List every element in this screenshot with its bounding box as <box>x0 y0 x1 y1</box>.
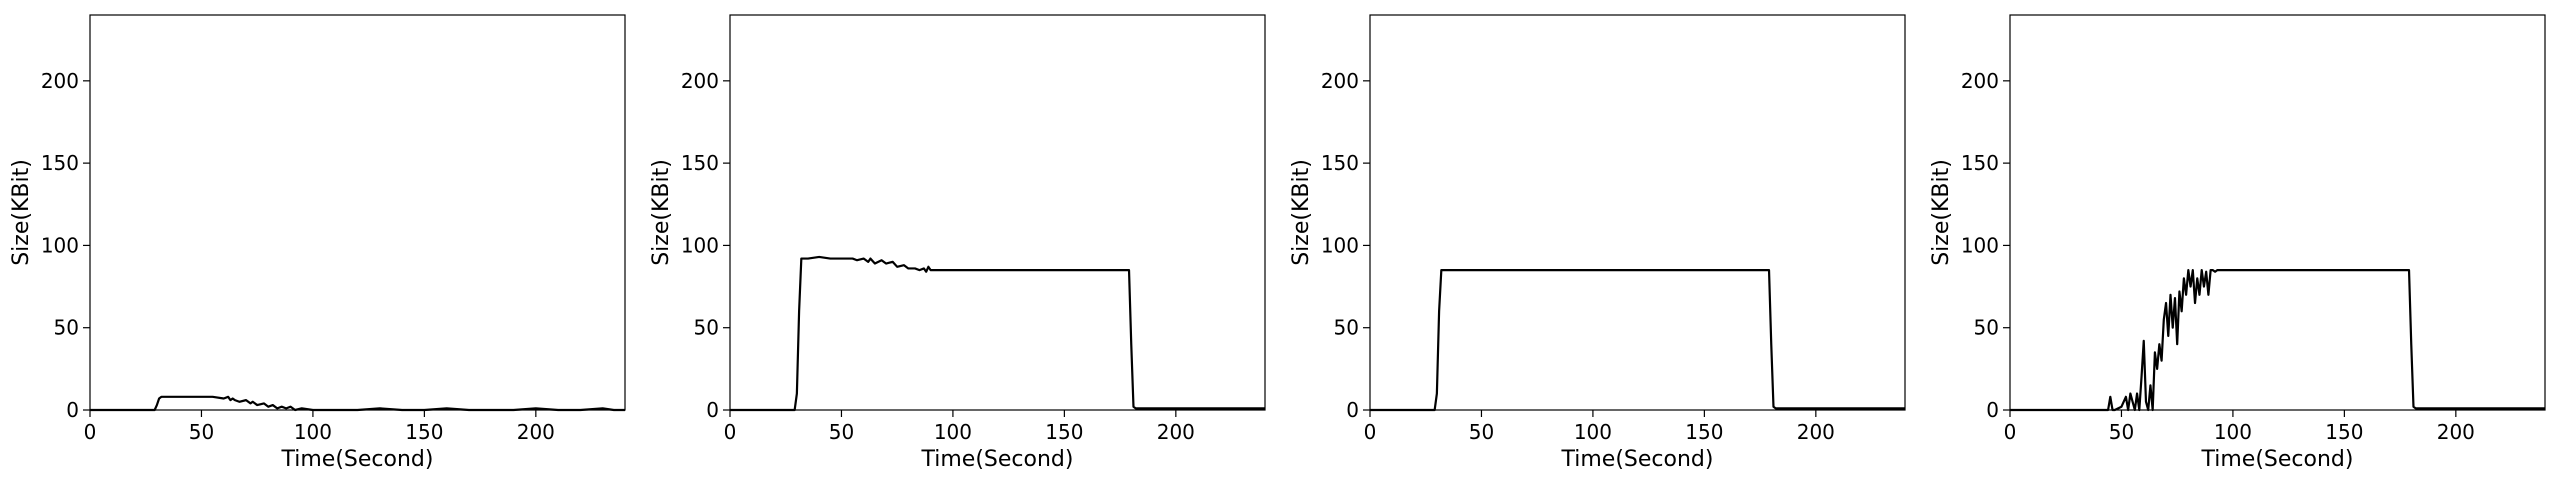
x-tick-label: 100 <box>934 420 972 444</box>
y-tick-label: 150 <box>1961 151 1999 175</box>
x-tick-label: 200 <box>2437 420 2475 444</box>
x-axis-label: Time(Second) <box>2201 447 2354 472</box>
chart-panel-1: 0 50 100 150 200 0 50 100 150 200 Time(Second) Size… <box>9 14 626 472</box>
chart-panel-4: 0 50 100 150 200 0 50 100 150 200 Time(Second) Size… <box>1929 14 2546 472</box>
x-tick-label: 200 <box>1797 420 1835 444</box>
x-tick-label: 0 <box>84 420 97 444</box>
x-tick-label: 0 <box>2004 420 2017 444</box>
y-tick-label: 100 <box>41 233 79 257</box>
y-tick-label: 200 <box>1321 69 1359 93</box>
y-tick-label: 150 <box>681 151 719 175</box>
chart-panel-2: 0 50 100 150 200 0 50 100 150 200 Time(Second) Size… <box>649 14 1266 472</box>
x-tick-label: 50 <box>829 420 854 444</box>
y-tick-label: 50 <box>1334 316 1359 340</box>
x-tick-label: 150 <box>405 420 443 444</box>
y-axis-label: Size(KBit) <box>649 159 674 266</box>
x-tick-label: 100 <box>294 420 332 444</box>
x-axis-label: Time(Second) <box>281 447 434 472</box>
x-tick-label: 100 <box>1574 420 1612 444</box>
y-tick-label: 0 <box>1346 398 1359 422</box>
y-tick-label: 0 <box>1986 398 1999 422</box>
x-tick-label: 150 <box>2325 420 2363 444</box>
series-line-1 <box>730 255 1265 412</box>
x-tick-label: 0 <box>724 420 737 444</box>
chart-panel-3: 0 50 100 150 200 0 50 100 150 200 Time(Second) Size… <box>1289 14 1906 472</box>
y-tick-label: 100 <box>681 233 719 257</box>
x-tick-label: 100 <box>2214 420 2252 444</box>
y-tick-label: 0 <box>706 398 719 422</box>
x-tick-label: 150 <box>1045 420 1083 444</box>
series-line-1 <box>2010 269 2545 412</box>
plot-frame <box>729 14 1266 411</box>
y-tick-label: 200 <box>1961 69 1999 93</box>
x-tick-label: 200 <box>1157 420 1195 444</box>
x-tick-label: 50 <box>2109 420 2134 444</box>
y-tick-label: 200 <box>41 69 79 93</box>
y-axis-label: Size(KBit) <box>1289 159 1314 266</box>
y-axis-label: Size(KBit) <box>9 159 34 266</box>
x-tick-label: 0 <box>1364 420 1377 444</box>
y-tick-label: 100 <box>1321 233 1359 257</box>
x-axis-label: Time(Second) <box>1561 447 1714 472</box>
x-tick-label: 150 <box>1685 420 1723 444</box>
y-tick-label: 50 <box>694 316 719 340</box>
series-line-1 <box>1370 269 1905 412</box>
y-tick-label: 50 <box>1974 316 1999 340</box>
series-line-1 <box>90 395 625 412</box>
plot-frame <box>1369 14 1906 411</box>
x-axis-label: Time(Second) <box>921 447 1074 472</box>
x-tick-label: 50 <box>1469 420 1494 444</box>
plot-frame <box>2009 14 2546 411</box>
y-tick-label: 50 <box>54 316 79 340</box>
y-tick-label: 150 <box>1321 151 1359 175</box>
x-tick-label: 50 <box>189 420 214 444</box>
y-axis-label: Size(KBit) <box>1929 159 1954 266</box>
y-tick-label: 150 <box>41 151 79 175</box>
x-tick-label: 200 <box>517 420 555 444</box>
y-tick-label: 0 <box>66 398 79 422</box>
y-tick-label: 100 <box>1961 233 1999 257</box>
y-tick-label: 200 <box>681 69 719 93</box>
plot-frame <box>89 14 626 411</box>
